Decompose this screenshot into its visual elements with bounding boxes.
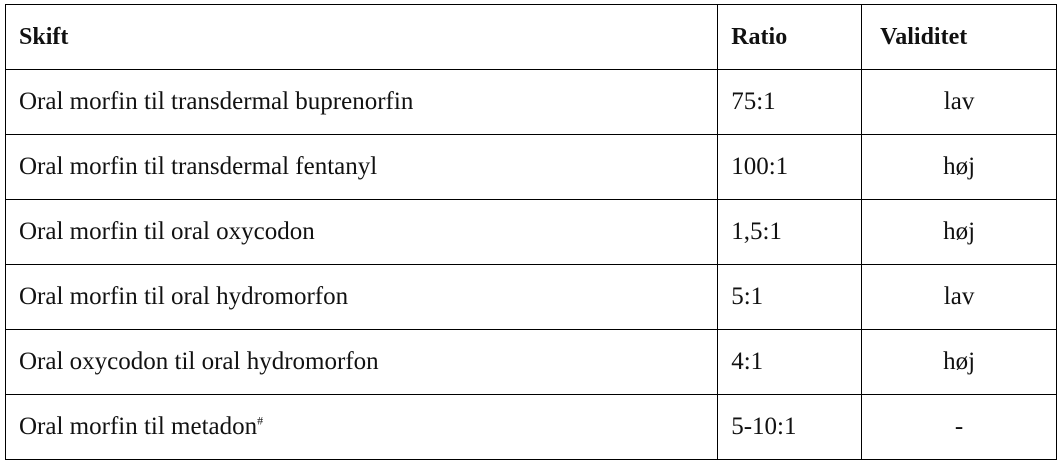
cell-text: Oral oxycodon til oral hydromorfon [19, 348, 379, 375]
table-row: Oral morfin til metadon# 5-10:1- [4, 394, 1057, 460]
table-cell: 1,5:1 [717, 199, 863, 265]
table-cell: Oral oxycodon til oral hydromorfon [4, 329, 719, 395]
table-row: Oral oxycodon til oral hydromorfon 4:1 høj [4, 329, 1057, 395]
cell-text: lav [943, 283, 975, 310]
cell-text: Oral morfin til oral hydromorfon [19, 283, 349, 310]
cell-text: 100:1 [731, 153, 789, 180]
header-cell: Skift [4, 4, 719, 70]
table-cell: høj [861, 134, 1057, 200]
table-cell: høj [861, 329, 1057, 395]
cell-text: - [954, 413, 964, 440]
table-cell: 5:1 [717, 264, 863, 330]
cell-text: 5-10:1 [731, 413, 797, 440]
header-cell: Ratio [717, 4, 863, 70]
footnote-mark: # [257, 413, 264, 428]
table-cell: 100:1 [717, 134, 863, 200]
table-cell: lav [861, 69, 1057, 135]
cell-text: 5:1 [731, 283, 764, 310]
cell-text: Oral morfin til transdermal buprenorfin [19, 88, 414, 115]
table-cell: Oral morfin til metadon# [4, 394, 719, 460]
cell-text: høj [943, 153, 976, 180]
table-row: Oral morfin til transdermal fentanyl 100:… [4, 134, 1057, 200]
table-cell: - [861, 394, 1057, 460]
cell-text: 4:1 [731, 348, 764, 375]
cell-text: lav [943, 88, 975, 115]
table-cell: høj [861, 199, 1057, 265]
cell-text: 1,5:1 [731, 218, 782, 245]
table-row: Oral morfin til oral hydromorfon 5:1 lav [4, 264, 1057, 330]
table-row: Oral morfin til transdermal buprenorfin 7… [4, 69, 1057, 135]
table-cell: Oral morfin til transdermal buprenorfin [4, 69, 719, 135]
header-cell: Validitet [861, 4, 1057, 70]
cell-text: høj [943, 218, 976, 245]
table-cell: 4:1 [717, 329, 863, 395]
table-header: Skift Ratio Validitet [4, 4, 1057, 70]
table-cell: Oral morfin til oral hydromorfon [4, 264, 719, 330]
table-row: Oral morfin til oral oxycodon 1,5:1 høj [4, 199, 1057, 265]
header-row: Skift Ratio Validitet [4, 4, 1057, 70]
cell-text: Oral morfin til metadon [19, 413, 258, 440]
table-cell: 75:1 [717, 69, 863, 135]
cell-text: 75:1 [731, 88, 776, 115]
table-cell: lav [861, 264, 1057, 330]
cell-text: høj [943, 348, 976, 375]
cell-text: Oral morfin til oral oxycodon [19, 218, 315, 245]
table-cell: 5-10:1 [717, 394, 863, 460]
table-cell: Oral morfin til transdermal fentanyl [4, 134, 719, 200]
conversion-table: Skift Ratio Validitet Oral morfin til tr… [4, 4, 1057, 460]
cell-text: Oral morfin til transdermal fentanyl [19, 153, 378, 180]
table-body: Oral morfin til transdermal buprenorfin 7… [4, 69, 1057, 460]
table-cell: Oral morfin til oral oxycodon [4, 199, 719, 265]
